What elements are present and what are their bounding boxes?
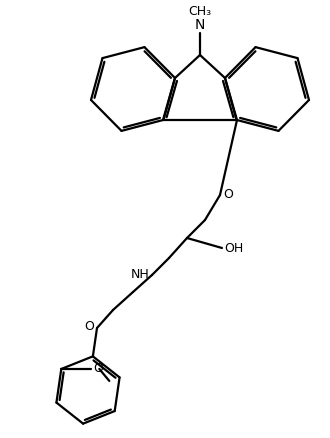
Text: O: O: [223, 188, 233, 201]
Text: OH: OH: [224, 241, 243, 254]
Text: O: O: [93, 363, 103, 375]
Text: N: N: [195, 18, 205, 32]
Text: CH₃: CH₃: [188, 5, 212, 18]
Text: O: O: [84, 319, 94, 332]
Text: NH: NH: [130, 268, 149, 282]
